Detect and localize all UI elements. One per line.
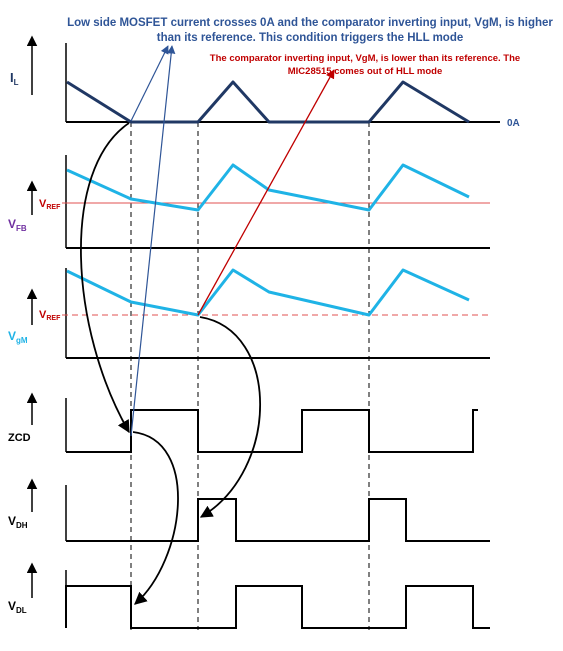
vdl-label: VDL <box>8 599 27 615</box>
vgm-waveform <box>66 268 470 317</box>
curved-arrow-zcd-to-vdl <box>132 431 179 605</box>
il-label: IL <box>10 70 19 87</box>
hll-enter-annotation: Low side MOSFET current crosses 0A and t… <box>67 17 553 44</box>
vfb-panel: VFB VREF <box>8 155 490 249</box>
il-waveform <box>66 80 470 124</box>
vgm-vref-label: VREF <box>39 309 61 322</box>
zcd-label: ZCD <box>8 432 31 444</box>
vdl-panel: VDL <box>8 562 490 629</box>
zcd-panel: ZCD <box>8 392 478 453</box>
annotation-arrows <box>130 45 335 437</box>
curved-arrow-il-to-zcd <box>80 122 130 434</box>
vfb-label: VFB <box>8 217 27 233</box>
timing-markers <box>130 122 370 630</box>
hll-exit-annotation: The comparator inverting input, VgM, is … <box>209 53 521 77</box>
vgm-panel: VgM VREF <box>8 268 490 359</box>
vdh-label: VDH <box>8 514 28 530</box>
vdl-waveform <box>65 585 490 629</box>
vdh-panel: VDH <box>8 478 490 542</box>
curved-arrow-vgm-to-vdh <box>199 316 262 518</box>
blue-arrow-to-zcd-edge <box>130 45 176 437</box>
vfb-waveform <box>66 163 470 212</box>
il-zero-label: 0A <box>507 118 520 129</box>
red-arrow-to-vref-crossing <box>197 69 335 316</box>
causality-arrows <box>80 122 262 605</box>
vdh-waveform <box>66 498 490 542</box>
vgm-label: VgM <box>8 329 28 345</box>
vfb-vref-label: VREF <box>39 198 61 211</box>
blue-arrow-to-il-zero-crossing <box>130 45 169 122</box>
zcd-waveform <box>66 409 478 453</box>
il-panel: IL 0A <box>10 35 520 129</box>
